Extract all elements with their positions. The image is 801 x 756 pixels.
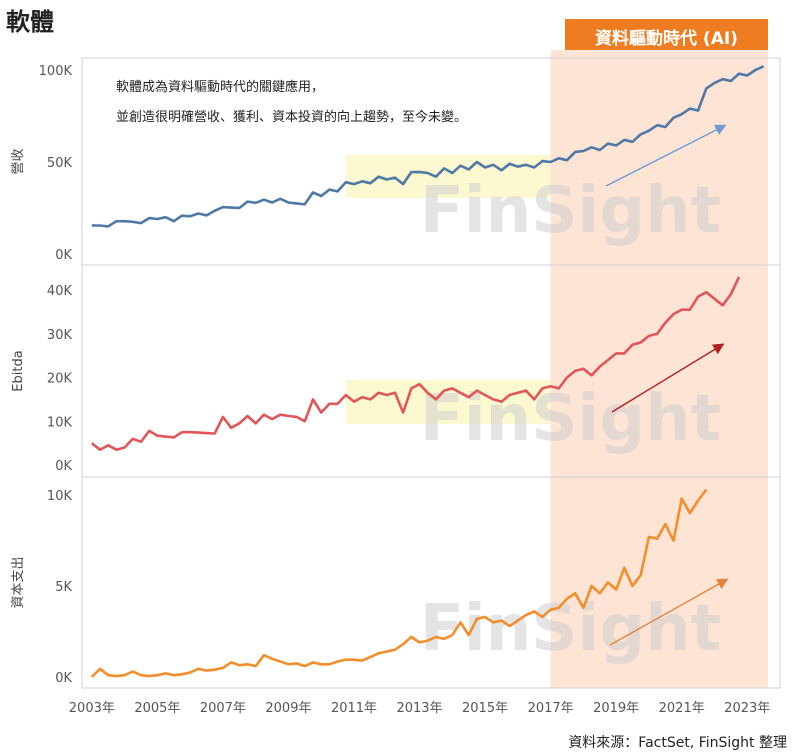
y-tick-label: 10K — [47, 415, 73, 430]
x-tick-label: 2003年 — [69, 701, 115, 716]
y-tick-label: 20K — [47, 372, 73, 387]
x-tick-label: 2013年 — [396, 701, 442, 716]
annotation-line-1: 軟體成為資料驅動時代的關鍵應用， — [116, 79, 324, 95]
y-tick-label: 5K — [55, 580, 72, 595]
trend-arrow-capex — [609, 578, 729, 646]
watermark-logo: FinSight — [420, 174, 721, 248]
y-axis-label: Ebitda — [11, 350, 26, 391]
y-tick-label: 0K — [55, 248, 72, 263]
series-line-revenue — [91, 65, 765, 228]
y-tick-label: 50K — [47, 156, 73, 171]
series-line-ebitda — [90, 276, 741, 451]
x-tick-label: 2007年 — [200, 701, 246, 716]
ai-era-label: 資料驅動時代 (AI) — [565, 19, 768, 53]
x-tick-label: 2019年 — [593, 701, 639, 716]
y-tick-label: 10K — [47, 489, 73, 504]
y-axis-label: 營收 — [11, 148, 26, 174]
x-tick-label: 2017年 — [528, 701, 574, 716]
y-tick-label: 30K — [47, 328, 73, 343]
source-note: 資料來源：FactSet, FinSight 整理 — [568, 735, 787, 751]
panel-frames — [81, 57, 781, 689]
series-line-capex — [90, 488, 708, 678]
x-tick-label: 2023年 — [724, 701, 770, 716]
y-tick-label: 0K — [55, 671, 72, 686]
series-layer — [90, 65, 765, 678]
y-tick-label: 40K — [47, 284, 73, 299]
x-tick-label: 2021年 — [659, 701, 705, 716]
panel-frame-3 — [81, 476, 781, 689]
watermark-logo: FinSight — [420, 382, 721, 456]
x-tick-label: 2005年 — [134, 701, 180, 716]
x-tick-label: 2011年 — [331, 701, 377, 716]
annotation-line-2: 並創造很明確營收、獲利、資本投資的向上趨勢，至今未變。 — [116, 109, 467, 125]
trend-arrow-ebitda — [611, 343, 725, 413]
watermark-logo: FinSight — [420, 592, 721, 666]
page-title: 軟體 — [6, 8, 54, 36]
y-axis-label: 資本支出 — [11, 556, 26, 608]
annotation-layer: 軟體成為資料驅動時代的關鍵應用， 並創造很明確營收、獲利、資本投資的向上趨勢，至… — [116, 79, 467, 125]
consolidation-band-2 — [345, 380, 551, 424]
trend-arrow-revenue — [605, 124, 727, 187]
y-tick-label: 0K — [55, 459, 72, 474]
y-tick-label: 100K — [39, 64, 73, 79]
x-tick-label: 2009年 — [265, 701, 311, 716]
ai-era-highlight — [550, 50, 768, 688]
x-tick-label: 2015年 — [462, 701, 508, 716]
axis-layer: 0K 50K 100K 營收 0K 10K 20K 30K 40K Ebitda 0K 5K 10K 資本… — [11, 64, 770, 716]
